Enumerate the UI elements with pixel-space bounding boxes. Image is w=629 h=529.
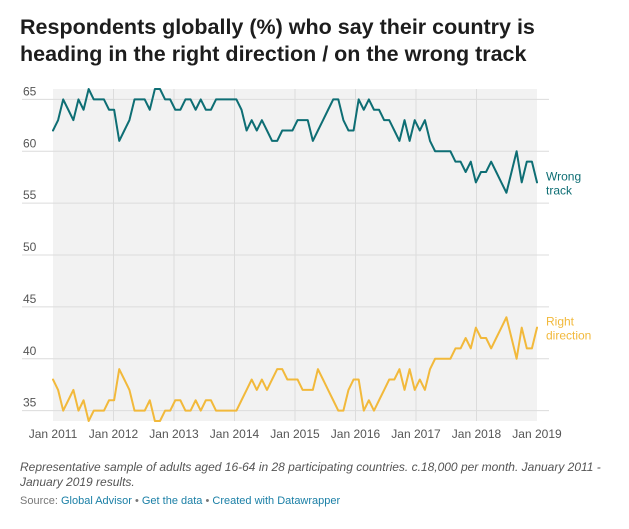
- x-axis-ticks: Jan 2011 Jan 2012 Jan 2013 Jan 2014 Jan 2015…: [29, 427, 562, 441]
- y-tick-label: 65: [23, 84, 37, 98]
- x-tick-label: Jan 2018: [452, 427, 502, 441]
- y-tick-label: 45: [23, 292, 37, 306]
- y-tick-label: 55: [23, 188, 37, 202]
- x-tick-label: Jan 2019: [512, 427, 562, 441]
- y-axis-ticks: 35 40 45 50 55 60 65: [23, 84, 37, 409]
- separator: •: [131, 495, 142, 507]
- get-data-link[interactable]: Get the data: [141, 495, 203, 507]
- x-tick-label: Jan 2016: [331, 427, 381, 441]
- x-tick-label: Jan 2011: [29, 427, 78, 441]
- x-tick-label: Jan 2017: [391, 427, 441, 441]
- x-tick-label: Jan 2013: [149, 427, 199, 441]
- gridlines: [22, 89, 549, 421]
- chart-source: Source: Global Advisor • Get the data • …: [20, 494, 615, 509]
- source-link[interactable]: Global Advisor: [60, 495, 132, 507]
- x-tick-label: Jan 2012: [89, 427, 139, 441]
- chart-footer: Representative sample of adults aged 16-…: [20, 460, 615, 509]
- source-prefix: Source:: [20, 495, 61, 507]
- y-tick-label: 40: [23, 344, 37, 358]
- y-tick-label: 60: [23, 136, 37, 150]
- x-tick-label: Jan 2014: [210, 427, 260, 441]
- y-tick-label: 50: [23, 240, 37, 254]
- series-label-wrong-track: Wrong track: [546, 169, 581, 197]
- chart-note: Representative sample of adults aged 16-…: [20, 460, 601, 489]
- series-labels: Wrong track Right direction: [546, 169, 591, 342]
- series-line-wrong-track: [52, 88, 538, 194]
- chart-title: Respondents globally (%) who say their c…: [20, 15, 535, 66]
- y-tick-label: 35: [23, 396, 37, 410]
- x-tick-label: Jan 2015: [270, 427, 320, 441]
- series-label-right-direction: Right direction: [546, 315, 591, 343]
- separator: •: [202, 495, 213, 507]
- datawrapper-link[interactable]: Created with Datawrapper: [212, 495, 341, 507]
- series-line-right-direction: [52, 316, 538, 422]
- series-lines: [52, 88, 538, 422]
